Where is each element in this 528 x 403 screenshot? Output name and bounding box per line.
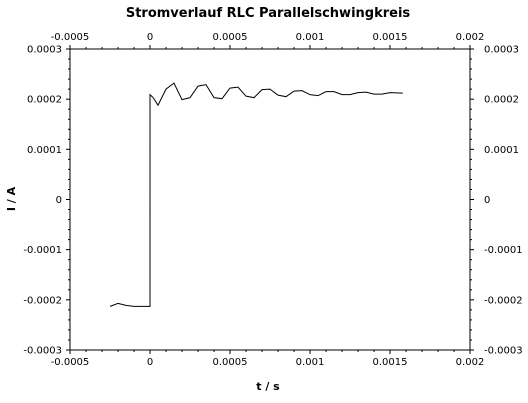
x-tick-label-bottom: -0.0005 — [51, 357, 90, 368]
axis-ticks — [66, 45, 474, 354]
y-tick-label-right: -0.0003 — [484, 346, 523, 357]
x-tick-label-bottom: 0.0015 — [373, 357, 408, 368]
y-tick-label-right: -0.0002 — [484, 295, 523, 306]
x-tick-label-top: -0.0005 — [51, 32, 90, 43]
y-tick-label-left: -0.0003 — [23, 346, 62, 357]
x-tick-label-bottom: 0.001 — [296, 357, 325, 368]
x-tick-label-top: 0.0015 — [373, 32, 408, 43]
x-tick-label-top: 0.0005 — [213, 32, 248, 43]
axis-tick-labels: -0.0005 -0.0005 0 0 0.0005 0.0005 0.001 0.001 0.… — [23, 32, 522, 368]
x-tick-label-bottom: 0 — [147, 357, 153, 368]
y-tick-label-left: -0.0002 — [23, 295, 62, 306]
plot-area-frame — [69, 48, 471, 351]
y-tick-label-left: -0.0001 — [23, 245, 62, 256]
x-tick-label-top: 0 — [147, 32, 153, 43]
y-tick-label-right: 0.0002 — [484, 95, 519, 106]
x-tick-label-bottom: 0.002 — [456, 357, 485, 368]
y-tick-label-left: 0.0003 — [27, 45, 62, 56]
y-tick-label-right: -0.0001 — [484, 245, 523, 256]
x-tick-label-top: 0.002 — [456, 32, 485, 43]
y-tick-label-right: 0 — [484, 195, 490, 206]
y-tick-label-left: 0.0002 — [27, 95, 62, 106]
y-tick-label-left: 0 — [56, 195, 62, 206]
x-tick-label-top: 0.001 — [296, 32, 325, 43]
y-tick-label-left: 0.0001 — [27, 145, 62, 156]
chart-title: Stromverlauf RLC Parallelschwingkreis — [126, 6, 411, 21]
y-tick-label-right: 0.0003 — [484, 45, 519, 56]
series-line-current — [109, 82, 403, 307]
y-axis-label: I / A — [5, 186, 18, 211]
x-axis-label: t / s — [256, 380, 280, 393]
x-tick-label-bottom: 0.0005 — [213, 357, 248, 368]
y-tick-label-right: 0.0001 — [484, 145, 519, 156]
